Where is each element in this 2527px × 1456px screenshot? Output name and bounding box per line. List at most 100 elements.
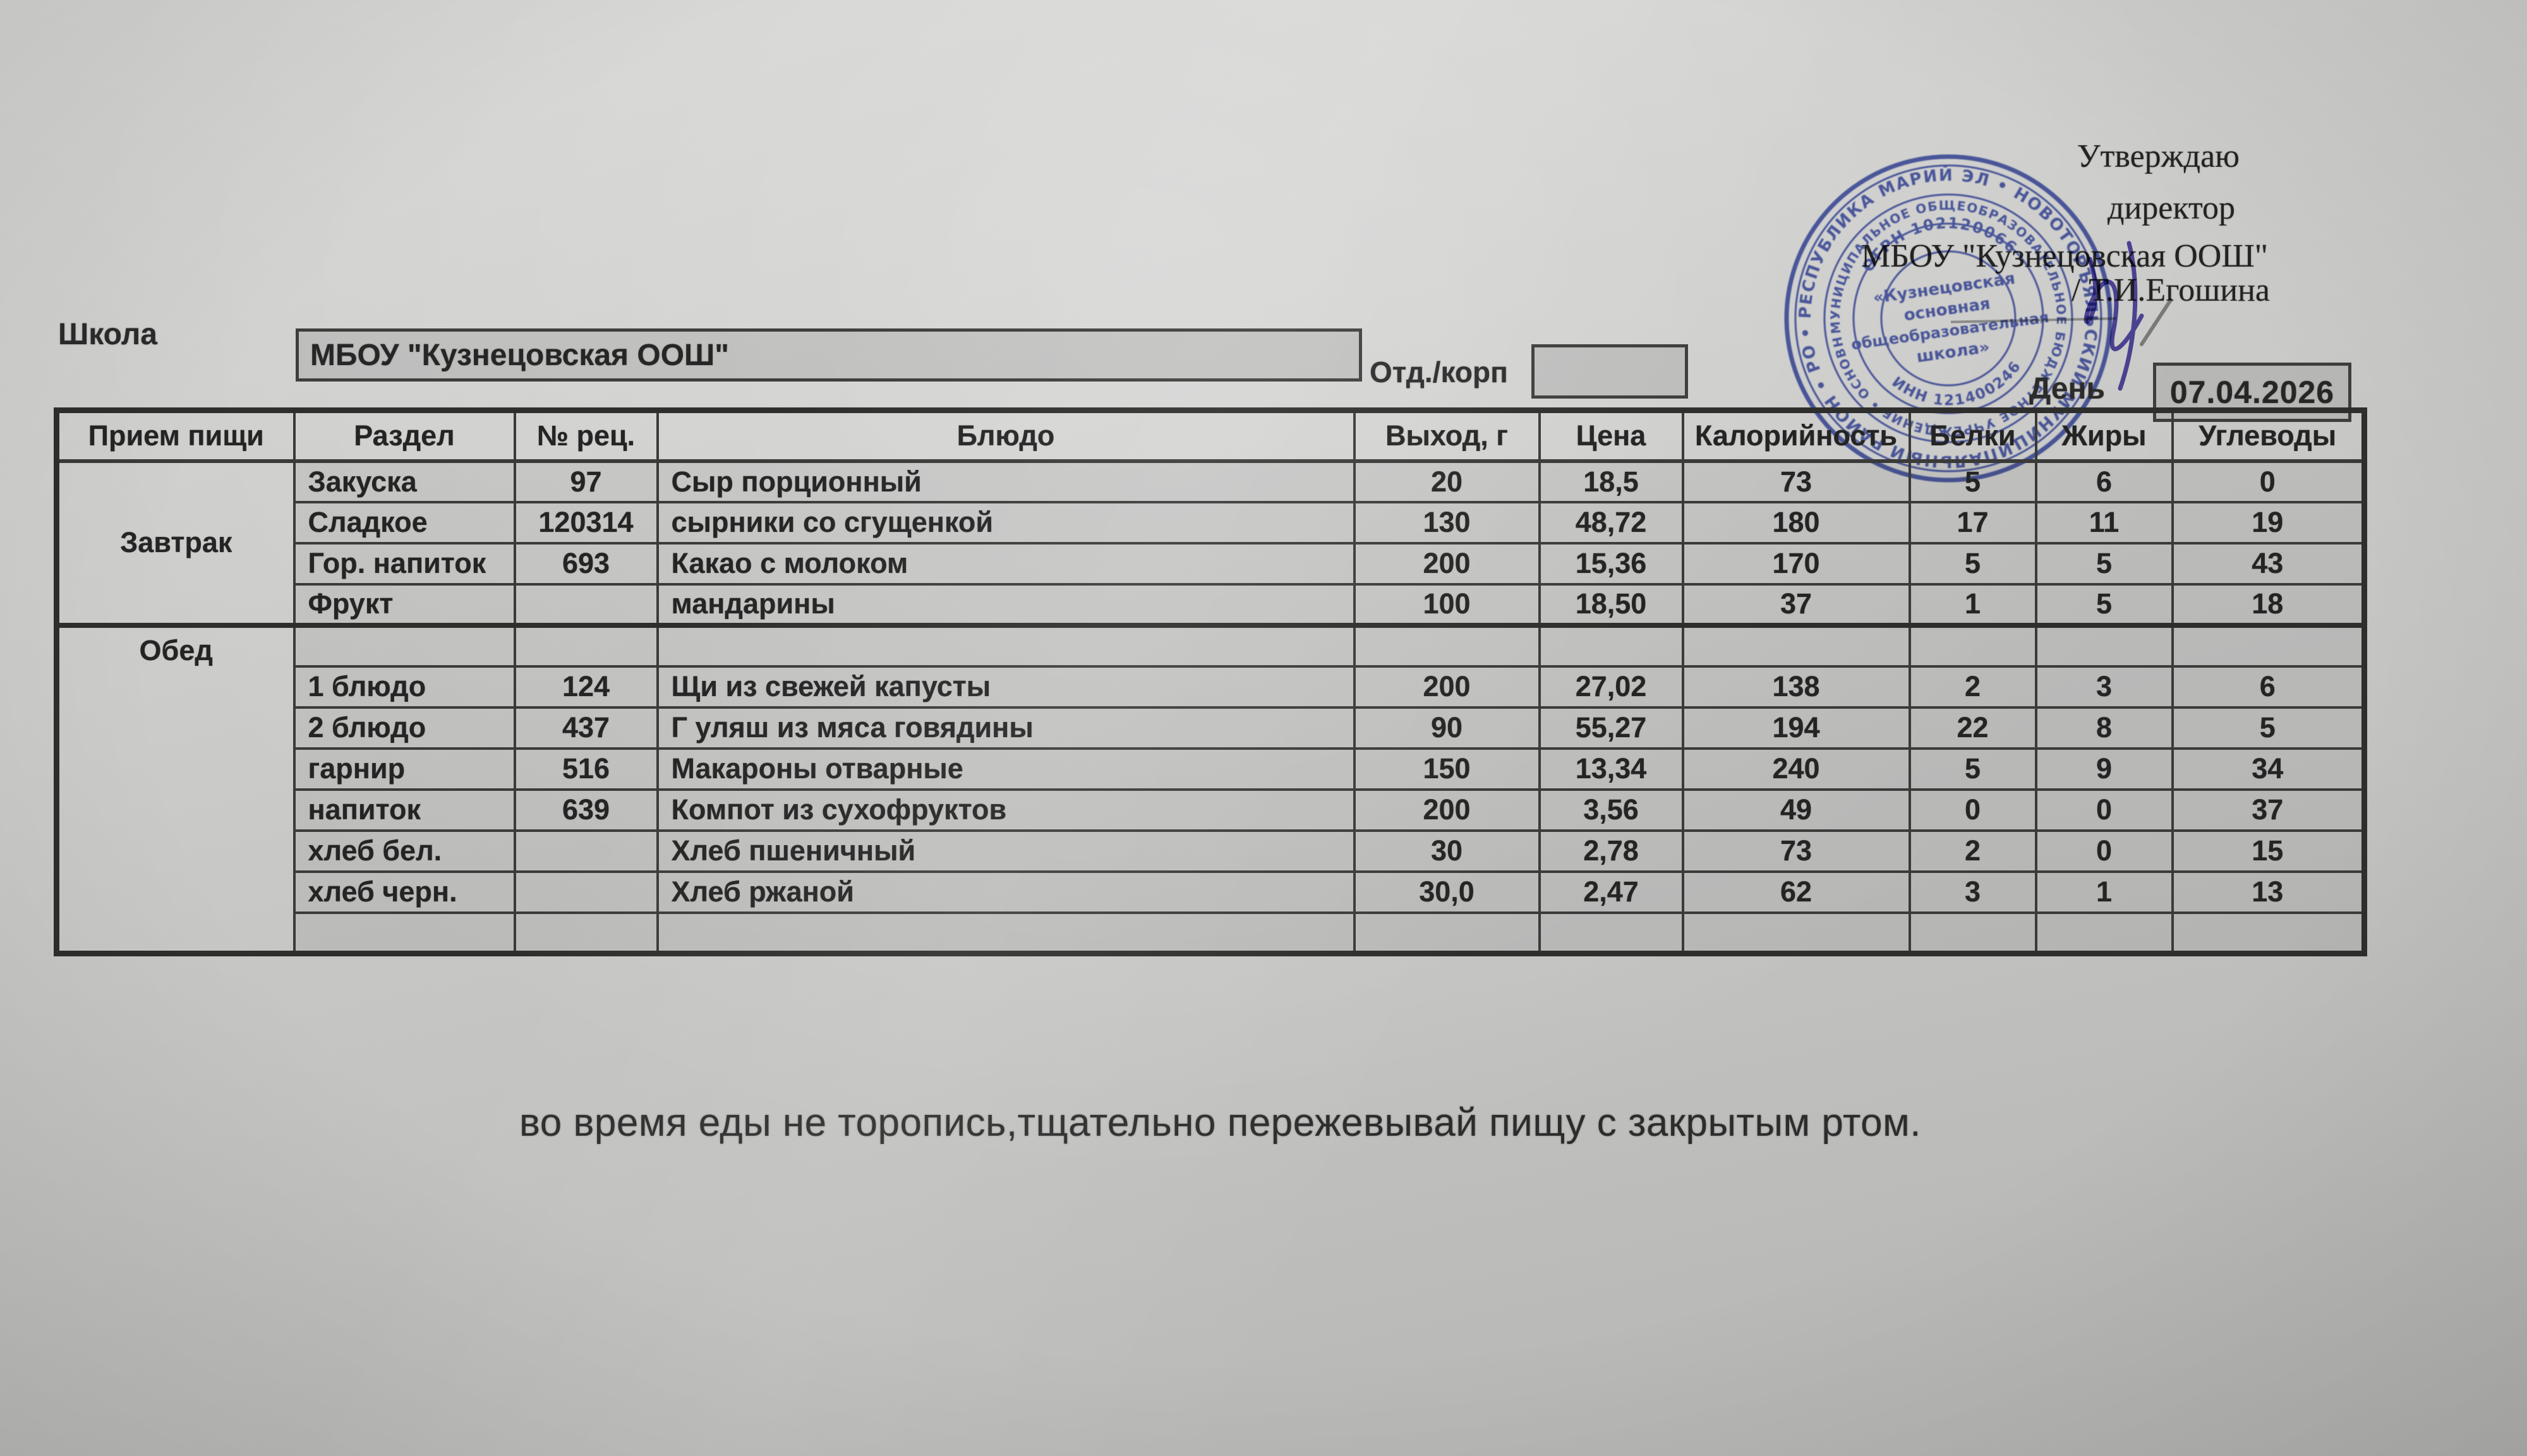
table-row: хлеб бел. Хлеб пшеничный 30 2,78 73 2 0 15 — [57, 829, 2366, 873]
cell-output: 30 — [1353, 829, 1541, 873]
cell-output: 90 — [1353, 706, 1541, 750]
cell-carbs — [2171, 911, 2366, 955]
cell-recipe-number: 693 — [513, 541, 659, 586]
cell-dish: сырники со сгущенкой — [656, 500, 1356, 544]
cell-section: хлеб черн. — [293, 870, 516, 914]
cell-protein: 1 — [1908, 582, 2037, 627]
table-row: Обед — [55, 622, 2366, 955]
cell-dish: Компот из сухофруктов — [656, 788, 1356, 832]
table-row: Сладкое 120314 сырники со сгущенкой 130 48,7… — [57, 500, 2366, 544]
cell-fat: 3 — [2034, 665, 2174, 709]
cell-recipe-number: 437 — [513, 706, 659, 750]
cell-calories: 194 — [1681, 706, 1911, 750]
cell-price: 18,5 — [1538, 459, 1684, 503]
cell-fat: 9 — [2034, 747, 2174, 791]
cell-recipe-number — [513, 582, 659, 627]
cell-calories — [1681, 622, 1911, 668]
table-row: Гор. напиток 693 Какао с молоком 200 15,36 17… — [57, 541, 2366, 586]
day-label: День — [2029, 372, 2105, 406]
school-stamp: • РЕСПУБЛИКА МАРИЙ ЭЛ • НОВОТОРЪЯЛЬСКИЙ … — [1744, 111, 2142, 512]
cell-protein: 17 — [1908, 500, 2037, 544]
cell-section: Сладкое — [293, 500, 516, 544]
cell-carbs: 15 — [2171, 829, 2366, 873]
header-cell-1: Раздел — [293, 409, 516, 463]
approval-line-school: МБОУ "Кузнецовская ООШ" — [1861, 238, 2268, 274]
approval-line-director: директор — [2108, 190, 2235, 226]
cell-recipe-number: 639 — [513, 788, 659, 832]
header-cell-8: Жиры — [2034, 409, 2174, 463]
cell-section: напиток — [293, 788, 516, 832]
cell-recipe-number: 97 — [513, 459, 659, 503]
cell-output: 200 — [1353, 541, 1541, 586]
table-row: Фрукт мандарины 100 18,50 37 1 5 18 — [57, 582, 2366, 627]
header-cell-4: Выход, г — [1353, 409, 1541, 463]
header-row: Прием пищи Раздел № рец. Блюдо Выход, г Цена К… — [55, 409, 2366, 463]
cell-recipe-number — [513, 870, 659, 914]
dept-value-box — [1531, 344, 1688, 399]
cell-price — [1538, 911, 1684, 955]
header-cell-3: Блюдо — [656, 409, 1356, 463]
stamp-graphic: • РЕСПУБЛИКА МАРИЙ ЭЛ • НОВОТОРЪЯЛЬСКИЙ … — [1744, 111, 2121, 494]
cell-price: 3,56 — [1538, 788, 1684, 832]
cell-fat: 6 — [2034, 459, 2174, 503]
cell-protein: 2 — [1908, 665, 2037, 709]
cell-section: 2 блюдо — [293, 706, 516, 750]
cell-price: 48,72 — [1538, 500, 1684, 544]
cell-calories: 240 — [1681, 747, 1911, 791]
cell-price: 13,34 — [1538, 747, 1684, 791]
cell-protein: 5 — [1908, 541, 2037, 586]
cell-fat: 5 — [2034, 541, 2174, 586]
cell-dish: Г уляш из мяса говядины — [656, 706, 1356, 750]
approval-line-approve: Утверждаю — [2077, 138, 2240, 174]
cell-dish: Макароны отварные — [656, 747, 1356, 791]
cell-protein: 0 — [1908, 788, 2037, 832]
cell-output: 130 — [1353, 500, 1541, 544]
date-value: 07.04.2026 — [2169, 375, 2335, 410]
cell-fat — [2034, 911, 2174, 955]
cell-protein: 5 — [1908, 747, 2037, 791]
cell-price: 18,50 — [1538, 582, 1684, 627]
cell-price: 2,47 — [1538, 870, 1684, 914]
cell-price: 2,78 — [1538, 829, 1684, 873]
school-name-value: МБОУ "Кузнецовская ООШ" — [310, 338, 730, 372]
cell-calories: 138 — [1681, 665, 1911, 709]
cell-section: Закуска — [293, 459, 516, 503]
cell-carbs: 43 — [2171, 541, 2366, 586]
signature-ink — [2084, 241, 2173, 391]
cell-section: Гор. напиток — [293, 541, 516, 586]
cell-output — [1353, 622, 1541, 668]
cell-section — [293, 622, 516, 668]
cell-price: 27,02 — [1538, 665, 1684, 709]
cell-calories: 37 — [1681, 582, 1911, 627]
cell-protein — [1908, 622, 2037, 668]
cell-meal: Обед — [55, 622, 296, 955]
cell-fat: 11 — [2034, 500, 2174, 544]
table-row: хлеб черн. Хлеб ржаной 30,0 2,47 62 3 1 13 — [57, 870, 2366, 914]
cell-dish: Сыр порционный — [656, 459, 1356, 503]
cell-section: гарнир — [293, 747, 516, 791]
school-label: Школа — [58, 318, 157, 351]
cell-price — [1538, 622, 1684, 668]
cell-recipe-number — [513, 829, 659, 873]
cell-carbs — [2171, 622, 2366, 668]
header-cell-9: Углеводы — [2171, 409, 2366, 463]
cell-section: 1 блюдо — [293, 665, 516, 709]
cell-protein: 22 — [1908, 706, 2037, 750]
menu-table: Прием пищи Раздел № рец. Блюдо Выход, г Цена К… — [54, 407, 2367, 956]
cell-output: 200 — [1353, 665, 1541, 709]
cell-output: 150 — [1353, 747, 1541, 791]
cell-carbs: 19 — [2171, 500, 2366, 544]
school-name-box: МБОУ "Кузнецовская ООШ" — [296, 328, 1362, 382]
table-row: 2 блюдо 437 Г уляш из мяса говядины 90 55,27… — [57, 706, 2366, 750]
cell-dish: мандарины — [656, 582, 1356, 627]
table-row: Завтрак Закуска 97 Сыр порционный 20 18,5 73 5 6… — [55, 459, 2366, 627]
table-row: напиток 639 Компот из сухофруктов 200 3,56 49… — [57, 788, 2366, 832]
cell-calories — [1681, 911, 1911, 955]
cell-calories: 170 — [1681, 541, 1911, 586]
cell-carbs: 6 — [2171, 665, 2366, 709]
cell-dish: Хлеб ржаной — [656, 870, 1356, 914]
cell-recipe-number — [513, 911, 659, 955]
cell-fat: 1 — [2034, 870, 2174, 914]
table-row: гарнир 516 Макароны отварные 150 13,34 240 5 9 3… — [57, 747, 2366, 791]
